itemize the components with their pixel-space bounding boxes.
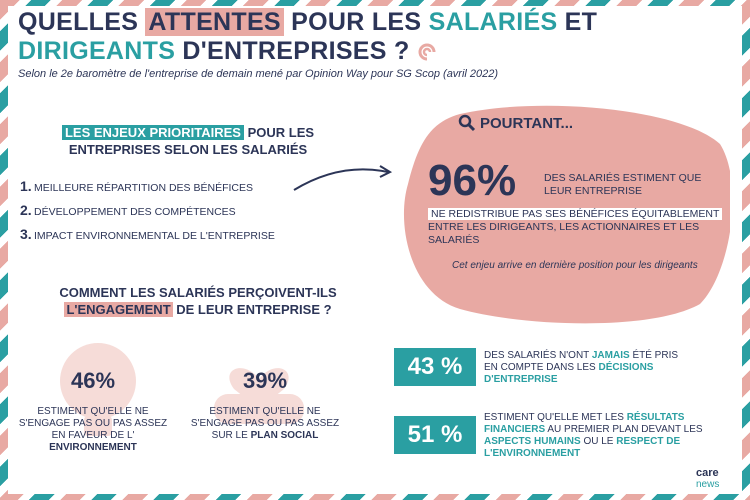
pourtant-label: POURTANT...	[458, 114, 573, 132]
redistribution-rest: ENTRE LES DIRIGEANTS, LES ACTIONNAIRES E…	[428, 221, 700, 246]
title-part: QUELLES	[18, 8, 146, 36]
list-label: DÉVELOPPEMENT DES COMPÉTENCES	[34, 206, 236, 218]
stat-51-badge: 51 %	[394, 416, 476, 454]
magnifier-icon	[458, 114, 476, 132]
lightbulb-leaf-icon	[60, 343, 136, 436]
stat-social: 39% ESTIMENT QU'ELLE NE S'ENGAGE PAS OU …	[190, 368, 340, 442]
text-normal: ÉTÉ PRIS EN COMPTE DANS LES	[484, 350, 679, 373]
logo-care: care	[696, 467, 719, 479]
redistribution-highlight: NE REDISTRIBUE PAS SES BÉNÉFICES ÉQUITAB…	[428, 208, 723, 220]
engagement-title: COMMENT LES SALARIÉS PERÇOIVENT-ILS L'EN…	[28, 284, 368, 318]
stat-43-badge: 43 %	[394, 348, 476, 386]
enjeux-list: 1. MEILLEURE RÉPARTITION DES BÉNÉFICES 2…	[20, 178, 310, 250]
text-normal: ESTIMENT QU'ELLE MET LES	[484, 412, 627, 423]
enjeux-title: LES ENJEUX PRIORITAIRES POUR LES ENTREPR…	[38, 124, 338, 158]
enjeux-title-rest: ENTREPRISES SELON LES SALARIÉS	[68, 142, 308, 157]
list-item: 1. MEILLEURE RÉPARTITION DES BÉNÉFICES	[20, 178, 310, 202]
swirl-icon	[418, 43, 436, 61]
page-title: QUELLES ATTENTES POUR LES SALARIÉS ET DI…	[18, 8, 738, 66]
logo-news: news	[696, 479, 720, 490]
curved-arrow-icon	[293, 165, 393, 191]
decisions-text: DES SALARIÉS N'ONT JAMAIS ÉTÉ PRIS EN CO…	[484, 350, 694, 386]
title-highlight-teal: DIRIGEANTS	[18, 37, 176, 65]
list-number: 3.	[20, 226, 32, 242]
infographic-card: QUELLES ATTENTES POUR LES SALARIÉS ET DI…	[8, 6, 742, 494]
redistribution-text: NE REDISTRIBUE PAS SES BÉNÉFICES ÉQUITAB…	[428, 208, 738, 247]
stat-percent: 46%	[70, 368, 116, 393]
stat-text-bold: ENVIRONNEMENT	[49, 442, 137, 453]
stat-text-bold: PLAN SOCIAL	[250, 430, 319, 441]
text-bold: RÉSULTATS FINANCIERS	[484, 412, 685, 435]
stat-text-normal: ESTIMENT QU'ELLE NE S'ENGAGE PAS OU PAS …	[18, 406, 168, 441]
stat-text: ESTIMENT QU'ELLE NE S'ENGAGE PAS OU PAS …	[190, 406, 340, 442]
engagement-highlight: L'ENGAGEMENT	[64, 302, 173, 317]
stat-percent: 39%	[242, 368, 288, 393]
enjeux-title-rest: POUR LES	[243, 125, 315, 140]
stat-96-text: DES SALARIÉS ESTIMENT QUE LEUR ENTREPRIS…	[544, 172, 702, 197]
stat-text-normal: ESTIMENT QU'ELLE NE S'ENGAGE PAS OU PAS …	[190, 406, 340, 441]
title-highlight: ATTENTES	[145, 8, 284, 36]
text-normal: OU LE	[580, 436, 617, 447]
list-label: MEILLEURE RÉPARTITION DES BÉNÉFICES	[34, 182, 253, 194]
text-bold: DÉCISIONS D'ENTREPRISE	[484, 362, 654, 385]
text-normal: DES SALARIÉS N'ONT	[484, 350, 592, 361]
enjeu-note: Cet enjeu arrive en dernière position po…	[452, 260, 698, 271]
stat-96: 96%	[428, 156, 517, 205]
enjeux-highlight: LES ENJEUX PRIORITAIRES	[61, 125, 244, 140]
engagement-line: COMMENT LES SALARIÉS PERÇOIVENT-ILS	[59, 285, 337, 300]
stat-text: ESTIMENT QU'ELLE NE S'ENGAGE PAS OU PAS …	[18, 406, 168, 454]
text-normal: AU PREMIER PLAN DEVANT LES	[545, 424, 703, 435]
list-item: 2. DÉVELOPPEMENT DES COMPÉTENCES	[20, 202, 310, 226]
list-number: 1.	[20, 178, 32, 194]
text-bold: JAMAIS	[591, 350, 630, 361]
engagement-line: DE LEUR ENTREPRISE ?	[172, 302, 332, 317]
stat-environnement: 46% ESTIMENT QU'ELLE NE S'ENGAGE PAS OU …	[18, 368, 168, 454]
care-news-logo: care news	[696, 467, 720, 491]
title-part: D'ENTREPRISES ?	[175, 37, 410, 65]
list-label: IMPACT ENVIRONNEMENTAL DE L'ENTREPRISE	[34, 230, 275, 242]
text-bold: RESPECT DE L'ENVIRONNEMENT	[484, 436, 681, 459]
heart-hand-icon	[214, 368, 304, 424]
subtitle: Selon le 2e baromètre de l'entreprise de…	[18, 68, 499, 80]
text-bold: ASPECTS HUMAINS	[484, 436, 581, 447]
pourtant-text: POURTANT...	[480, 114, 574, 132]
resultats-text: ESTIMENT QU'ELLE MET LES RÉSULTATS FINAN…	[484, 412, 724, 460]
title-part: POUR LES	[283, 8, 429, 36]
title-highlight-teal: SALARIÉS	[428, 8, 558, 36]
list-item: 3. IMPACT ENVIRONNEMENTAL DE L'ENTREPRIS…	[20, 226, 310, 250]
title-part: ET	[557, 8, 598, 36]
list-number: 2.	[20, 202, 32, 218]
